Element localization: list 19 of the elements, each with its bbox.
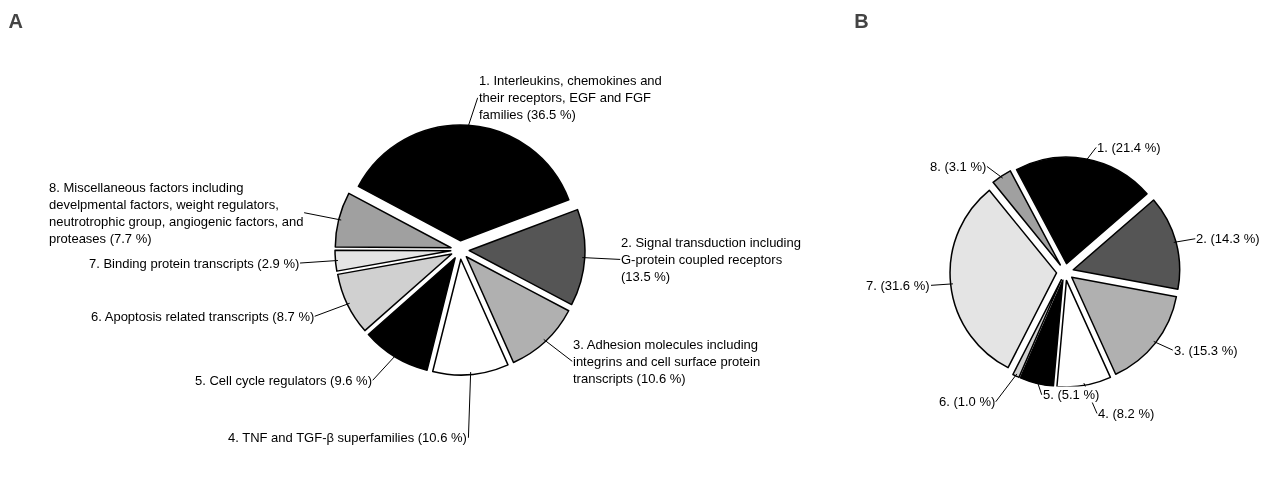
- slice-label: 6. (1.0 %): [939, 394, 996, 409]
- slice-label: 6. Apoptosis related transcripts (8.7 %): [91, 309, 315, 324]
- slice-label: 4. (8.2 %): [1098, 406, 1155, 421]
- slice-label: 2. Signal transduction including G-protein coupled receptors: [621, 235, 801, 267]
- slice-label: 8. Miscellaneous factors including develpmental factors, weight regulators, neutrotrophic group, angiogenic factors, and proteases (7.7 %): [49, 180, 304, 246]
- chart-title: B: [854, 10, 869, 33]
- slice-label: 4. TNF and TGF-β superfamilies (10.6 %): [228, 430, 467, 445]
- slice-label: 7. (31.6 %): [866, 278, 930, 293]
- slice-label: 3. (15.3 %): [1174, 343, 1238, 358]
- data-label: (13.5 %): [621, 268, 671, 284]
- slice-label: 5. Cell cycle regulators (9.6 %): [195, 373, 373, 388]
- slice-label: 2. (14.3 %): [1196, 231, 1260, 246]
- slice-label: 3. Adhesion molecules including integrins and cell surface protein transcripts (10.6 %): [573, 337, 761, 386]
- slice-label: 1. (21.4 %): [1097, 140, 1161, 155]
- slice-label: 7. Binding protein transcripts (2.9 %): [89, 256, 300, 271]
- slice-label: 1. Interleukins, chemokines and their receptors, EGF and FGF families (36.5 %): [479, 73, 662, 122]
- slice-label: 8. (3.1 %): [930, 159, 987, 174]
- chart-title: A: [8, 10, 23, 33]
- slice-label: 5. (5.1 %): [1043, 387, 1100, 402]
